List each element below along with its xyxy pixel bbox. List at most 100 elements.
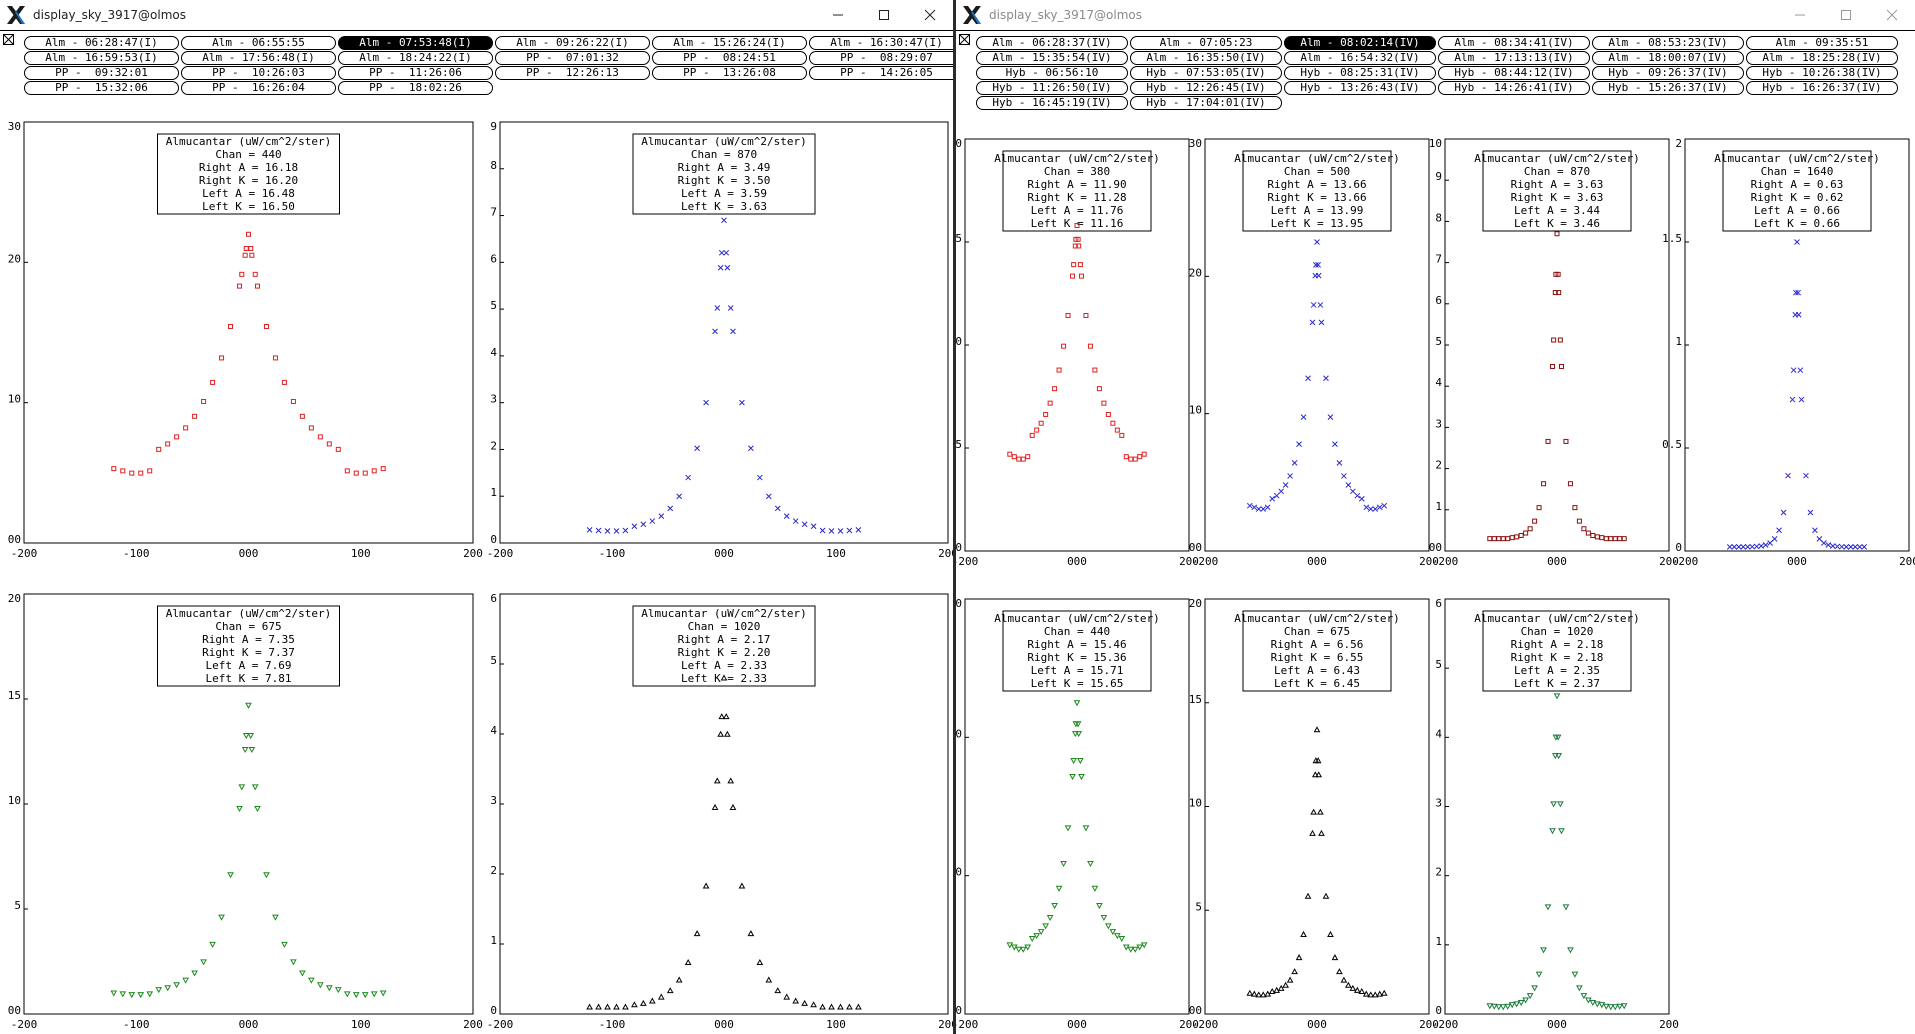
data-point — [138, 470, 144, 476]
tab-hyb-13-26-43-iv[interactable]: Hyb - 13:26:43(IV) — [1284, 81, 1436, 95]
tab-alm-06-28-37-iv[interactable]: Alm - 06:28:37(IV) — [976, 36, 1128, 50]
data-point — [1083, 312, 1089, 318]
plot-panel[interactable]: 0 0.5 1 1.5 2 -200 000 200 Almucantar (uW/cm^2/s… — [1662, 137, 1915, 568]
data-point — [1567, 481, 1573, 487]
tab-alm-16-30-47-i[interactable]: Alm - 16:30:47(I) — [809, 36, 953, 50]
tab-alm-09-26-22-i[interactable]: Alm - 09:26:22(I) — [495, 36, 650, 50]
data-series — [111, 231, 386, 476]
tab-alm-16-59-53-i[interactable]: Alm - 16:59:53(I) — [24, 51, 179, 65]
tab-alm-16-35-50-iv[interactable]: Alm - 16:35:50(IV) — [1130, 51, 1282, 65]
minimize-icon[interactable] — [1777, 0, 1823, 30]
tab-pp-12-26-13[interactable]: PP - 12:26:13 — [495, 66, 650, 80]
corner-box-icon[interactable] — [959, 34, 970, 45]
plot-panel[interactable]: 0 1 2 3 4 5 6 -200 -100 000 100 200 Almucantar (uW/c… — [487, 592, 953, 1031]
tab-alm-06-55-55[interactable]: Alm - 06:55:55 — [181, 36, 336, 50]
data-point — [251, 784, 259, 791]
close-icon[interactable] — [1869, 0, 1915, 30]
tab-alm-08-02-14-iv[interactable]: Alm - 08:02:14(IV) — [1284, 36, 1436, 50]
tab-alm-17-13-13-iv[interactable]: Alm - 17:13:13(IV) — [1438, 51, 1590, 65]
tab-alm-15-35-54-iv[interactable]: Alm - 15:35:54(IV) — [976, 51, 1128, 65]
tab-hyb-07-53-05-iv[interactable]: Hyb - 07:53:05(IV) — [1130, 66, 1282, 80]
tab-hyb-08-25-31-iv[interactable]: Hyb - 08:25:31(IV) — [1284, 66, 1436, 80]
tab-alm-18-00-07-iv[interactable]: Alm - 18:00:07(IV) — [1592, 51, 1744, 65]
tab-pp-11-26-06[interactable]: PP - 11:26:06 — [338, 66, 493, 80]
tab-hyb-09-26-37-iv[interactable]: Hyb - 09:26:37(IV) — [1592, 66, 1744, 80]
data-point — [712, 328, 718, 335]
data-point — [1345, 482, 1352, 488]
data-point — [1551, 337, 1557, 343]
data-point — [774, 987, 782, 994]
data-point — [1526, 993, 1534, 1000]
plot-area: Alm - 06:28:37(IV) Alm - 07:05:23 Alm - 08… — [956, 30, 1915, 1034]
tab-pp-09-32-01[interactable]: PP - 09:32:01 — [24, 66, 179, 80]
legend-frame — [1482, 610, 1632, 692]
data-point — [1367, 506, 1374, 512]
tab-hyb-17-04-01-iv[interactable]: Hyb - 17:04:01(IV) — [1130, 96, 1282, 110]
legend-line: Right A = 7.35 — [202, 633, 295, 646]
tab-pp-14-26-05[interactable]: PP - 14:26:05 — [809, 66, 953, 80]
tab-hyb-16-26-37-iv[interactable]: Hyb - 16:26:37(IV) — [1746, 81, 1898, 95]
legend-line: Left K = 6.45 — [1274, 677, 1360, 690]
tab-pp-18-02-26[interactable]: PP - 18:02:26 — [338, 81, 493, 95]
close-icon[interactable] — [907, 0, 953, 30]
tab-pp-13-26-08[interactable]: PP - 13:26:08 — [652, 66, 807, 80]
tab-hyb-11-26-50-iv[interactable]: Hyb - 11:26:50(IV) — [976, 81, 1128, 95]
tab-hyb-16-45-19-iv[interactable]: Hyb - 16:45:19(IV) — [976, 96, 1128, 110]
data-point — [1019, 946, 1027, 953]
tab-pp-08-29-07[interactable]: PP - 08:29:07 — [809, 51, 953, 65]
legend-line: Chan = 870 — [691, 148, 757, 161]
y-tick-label: 10 — [8, 794, 21, 807]
tab-hyb-14-26-41-iv[interactable]: Hyb - 14:26:41(IV) — [1438, 81, 1590, 95]
tab-alm-07-53-48-i[interactable]: Alm - 07:53:48(I) — [338, 36, 493, 50]
tab-alm-06-28-47-i[interactable]: Alm - 06:28:47(I) — [24, 36, 179, 50]
tab-hyb-06-56-10[interactable]: Hyb - 06:56:10 — [976, 66, 1128, 80]
tab-alm-08-53-23-iv[interactable]: Alm - 08:53:23(IV) — [1592, 36, 1744, 50]
tab-hyb-15-26-37-iv[interactable]: Hyb - 15:26:37(IV) — [1592, 81, 1744, 95]
title-bar[interactable]: display_sky_3917@olmos — [956, 0, 1915, 30]
tab-alm-17-56-48-i[interactable]: Alm - 17:56:48(I) — [181, 51, 336, 65]
tab-pp-16-26-04[interactable]: PP - 16:26:04 — [181, 81, 336, 95]
title-bar[interactable]: display_sky_3917@olmos — [0, 0, 953, 30]
plot-panel[interactable]: 0 1 2 3 4 5 6 7 8 9 -200 -100 000 100 200 Almucantar (u… — [487, 120, 953, 560]
tab-hyb-08-44-12-iv[interactable]: Hyb - 08:44:12(IV) — [1438, 66, 1590, 80]
y-tick-label: 5 — [14, 899, 21, 912]
x-tick-label: 000 — [714, 1018, 734, 1031]
maximize-icon[interactable] — [1823, 0, 1869, 30]
tab-alm-18-25-28-iv[interactable]: Alm - 18:25:28(IV) — [1746, 51, 1898, 65]
corner-box-icon[interactable] — [3, 34, 14, 45]
data-point — [1010, 944, 1018, 951]
tab-alm-15-26-24-i[interactable]: Alm - 15:26:24(I) — [652, 36, 807, 50]
data-point — [724, 264, 731, 271]
data-point — [1291, 968, 1298, 975]
tab-alm-08-34-41-iv[interactable]: Alm - 08:34:41(IV) — [1438, 36, 1590, 50]
tab-hyb-10-26-38-iv[interactable]: Hyb - 10:26:38(IV) — [1746, 66, 1898, 80]
tab-alm-16-54-32-iv[interactable]: Alm - 16:54:32(IV) — [1284, 51, 1436, 65]
data-point — [1776, 527, 1782, 534]
legend-line: Right A = 16.18 — [199, 161, 298, 174]
plot-panel[interactable]: 0 1 2 3 4 5 6 -200 000 200 Almucantar (uW/cm^2/ste… — [1432, 597, 1679, 1031]
tab-pp-07-01-32[interactable]: PP - 07:01:32 — [495, 51, 650, 65]
minimize-icon[interactable] — [815, 0, 861, 30]
legend-line: Right K = 6.55 — [1271, 651, 1364, 664]
data-point — [783, 513, 790, 519]
tab-alm-07-05-23[interactable]: Alm - 07:05:23 — [1130, 36, 1282, 50]
data-point — [667, 505, 674, 512]
plot-panel[interactable]: 00 5 10 15 20 -200 -100 000 100 200 Almucantar (uW… — [8, 592, 483, 1031]
data-point — [1251, 504, 1258, 511]
tab-bar: Alm - 06:28:37(IV) Alm - 07:05:23 Alm - 08… — [976, 36, 1898, 110]
tab-alm-09-35-51[interactable]: Alm - 09:35:51 — [1746, 36, 1898, 50]
tab-hyb-12-26-45-iv[interactable]: Hyb - 12:26:45(IV) — [1130, 81, 1282, 95]
tab-pp-08-24-51[interactable]: PP - 08:24:51 — [652, 51, 807, 65]
tab-alm-18-24-22-i[interactable]: Alm - 18:24:22(I) — [338, 51, 493, 65]
maximize-icon[interactable] — [861, 0, 907, 30]
tab-pp-10-26-03[interactable]: PP - 10:26:03 — [181, 66, 336, 80]
plot-panel[interactable]: 00 10 20 30 -200 -100 000 100 200 Almucantar (uW/… — [8, 120, 483, 560]
legend-box: Almucantar (uW/cm^2/ster)Chan = 500Right… — [1234, 150, 1400, 232]
tab-pp-15-32-06[interactable]: PP - 15:32:06 — [24, 81, 179, 95]
data-point — [756, 958, 764, 965]
